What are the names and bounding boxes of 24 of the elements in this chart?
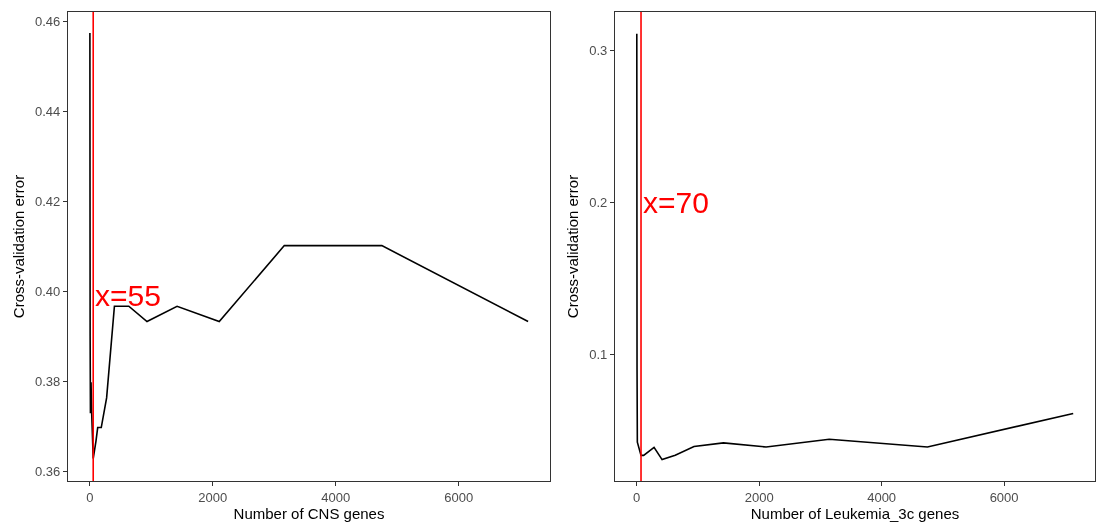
x-tick-label: 4000 [321,489,351,505]
annotation: x=55 [95,279,161,312]
line-series [636,32,1074,461]
y-tick-label: 0.36 [34,463,61,479]
annotation: x=70 [643,186,709,219]
y-tick-label: 0.42 [34,194,61,210]
y-tick-label: 0.2 [589,194,608,210]
x-tick-label: 2000 [744,489,774,505]
y-tick-label: 0.40 [34,283,61,299]
y-tick-label: 0.38 [34,373,61,389]
x-axis-title: Number of Leukemia_3c genes [750,504,960,522]
x-tick-label: 6000 [444,489,474,505]
y-axis-title: Cross-validation error [10,174,28,319]
y-axis-title: Cross-validation error [564,174,582,319]
x-tick-label: 2000 [198,489,228,505]
x-tick-label: 0 [86,489,94,505]
y-tick-label: 0.44 [34,104,61,120]
x-tick-label: 0 [633,489,641,505]
x-tick-label: 6000 [989,489,1019,505]
x-tick-label: 4000 [867,489,897,505]
x-axis-title: Number of CNS genes [233,504,385,522]
y-tick-label: 0.3 [589,42,608,58]
y-tick-label: 0.1 [589,346,608,362]
y-tick-label: 0.46 [34,14,61,30]
